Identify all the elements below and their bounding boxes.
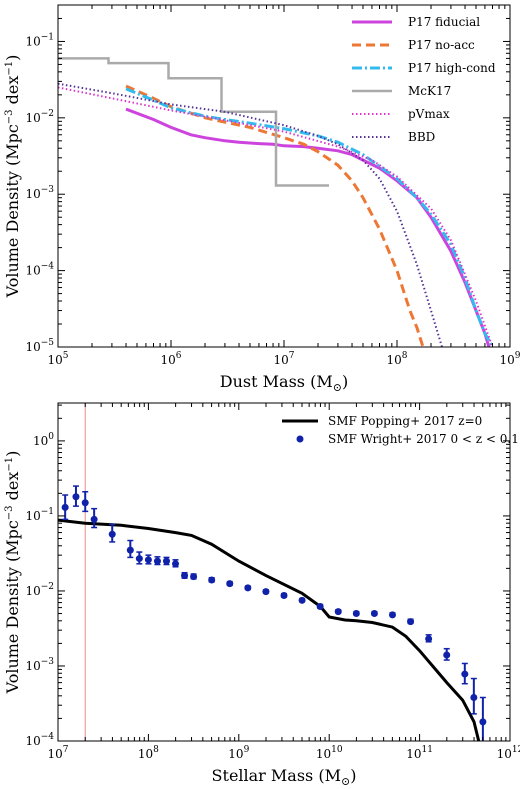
x-tick-label: 106 [160, 351, 181, 367]
legend-label: P17 high-cond [408, 61, 496, 75]
series-group [58, 57, 494, 347]
y-axis-label: Volume Density (Mpc−3 dex−1) [3, 55, 22, 299]
data-point [479, 718, 487, 726]
legend-swatch [296, 435, 304, 443]
data-point [316, 603, 324, 611]
plot-frame [57, 4, 511, 348]
x-tick-label: 109 [228, 745, 249, 761]
legend-label: SMF Wright+ 2017 0 < z < 0.1 [328, 432, 519, 446]
legend-label: BBD [408, 130, 435, 144]
series-line-mck17 [58, 57, 329, 187]
y-tick-label: 10−1 [25, 507, 54, 523]
x-tick-label: 105 [47, 351, 68, 367]
x-axis-label: Dust Mass (M⊙) [220, 372, 348, 394]
series-line-p17-no-acc [125, 84, 425, 347]
data-point [280, 591, 288, 599]
x-tick-label: 1011 [406, 745, 433, 761]
y-tick-label: 10−2 [25, 582, 54, 598]
data-point [81, 499, 89, 507]
legend-label: pVmax [408, 107, 450, 121]
y-tick-label: 10−3 [25, 657, 54, 673]
data-point [407, 618, 415, 626]
series-line-p17-fiducial [125, 107, 491, 347]
data-point [208, 576, 216, 584]
data-point [244, 584, 252, 592]
data-point [226, 580, 234, 588]
y-tick-label: 10−4 [25, 732, 54, 748]
dust-mass-function-panel: 105 106 107 108 109 10−5 10−4 10−3 10−2 10−1 Dust … [3, 4, 520, 394]
x-tick-label: 1012 [497, 745, 520, 761]
stellar-mass-function-panel: 107 108 109 1010 1011 1012 10−4 10−3 10−2 10−1 100… [3, 402, 520, 788]
y-tick-label: 10−2 [25, 109, 54, 125]
data-point [388, 611, 396, 619]
data-point [108, 530, 116, 538]
x-tick-label: 107 [47, 745, 68, 761]
data-point [181, 572, 189, 580]
x-axis-label: Stellar Mass (M⊙) [212, 766, 357, 788]
data-point [425, 635, 433, 643]
data-point [172, 560, 180, 568]
legend-label: P17 no-acc [408, 38, 475, 52]
plot-frame [57, 402, 511, 742]
y-tick-label: 10−5 [25, 338, 54, 354]
series-line-pvmax [58, 86, 494, 347]
data-point [352, 610, 360, 618]
data-point [72, 493, 80, 501]
legend-label: SMF Popping+ 2017 z=0 [328, 414, 482, 428]
y-axis-label: Volume Density (Mpc−3 dex−1) [3, 451, 22, 695]
y-tick-label: 100 [33, 432, 54, 448]
legend-label: McK17 [408, 84, 451, 98]
data-point [443, 651, 451, 659]
data-point [135, 555, 143, 563]
y-tick-label: 10−1 [25, 32, 54, 48]
x-tick-label: 108 [386, 351, 407, 367]
y-tick-label: 10−4 [25, 262, 54, 278]
data-point [90, 515, 98, 523]
x-tick-label: 108 [138, 745, 159, 761]
data-point [126, 546, 134, 554]
x-tick-label: 107 [273, 351, 294, 367]
data-point [162, 557, 170, 565]
smf-popping-line [58, 518, 481, 741]
data-point [298, 596, 306, 604]
data-point [262, 588, 270, 596]
series-group [58, 403, 487, 741]
y-tick-label: 10−3 [25, 185, 54, 201]
x-tick-label: 109 [499, 351, 520, 367]
data-point [470, 694, 478, 702]
data-point [370, 610, 378, 618]
data-point [61, 503, 69, 511]
data-point [153, 557, 161, 565]
data-point [144, 556, 152, 564]
data-point [190, 573, 198, 581]
data-point [461, 670, 469, 678]
x-tick-label: 1010 [316, 745, 343, 761]
series-line-p17-high-cond [125, 87, 494, 347]
legend-label: P17 fiducial [408, 15, 480, 29]
data-point [334, 608, 342, 616]
